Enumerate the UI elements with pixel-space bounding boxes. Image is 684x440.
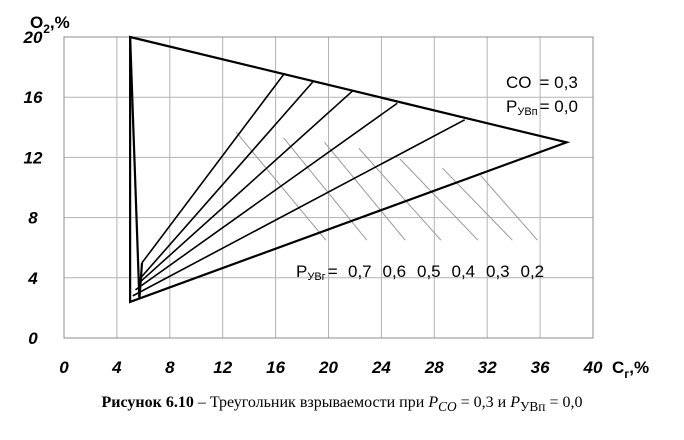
caption-p-n: P xyxy=(510,394,520,411)
x-tick-label: 28 xyxy=(424,358,444,377)
caption-and: и xyxy=(493,394,511,411)
y-tick-label: 20 xyxy=(23,28,43,47)
caption-p-n-value: = 0,0 xyxy=(545,394,583,411)
x-tick-label: 4 xyxy=(111,358,122,377)
ray-line xyxy=(140,81,314,279)
caption-p-co: P xyxy=(428,394,439,411)
chart: 0 4 8 12 16 20 24 28 32 36 40 0 4 8 12 16 20 O2,% Cг,% C… xyxy=(23,13,650,381)
caption-label: Рисунок 6.10 xyxy=(101,394,194,411)
outer-triangle xyxy=(129,35,571,304)
p-uvg-value: 0,5 xyxy=(417,262,441,281)
inert-line xyxy=(441,167,513,241)
x-tick-label: 40 xyxy=(583,358,603,377)
x-tick-label: 24 xyxy=(371,358,391,377)
p-uvg-value: 0,7 xyxy=(348,262,372,281)
inert-line xyxy=(358,148,442,241)
plot-border xyxy=(63,36,594,339)
caption-p-n-sub: УВп xyxy=(519,399,546,415)
ray-line xyxy=(134,102,398,291)
ray-line xyxy=(141,74,285,264)
inert-line xyxy=(283,137,368,241)
ray-line xyxy=(137,90,353,285)
y-tick-label: 12 xyxy=(24,148,43,167)
x-tick-label: 12 xyxy=(213,358,232,377)
inert-line xyxy=(399,158,479,241)
triangle-lines xyxy=(129,35,571,304)
inner-boundary xyxy=(129,36,144,299)
p-uvg-value: 0,4 xyxy=(452,262,476,281)
y-tick-label: 0 xyxy=(28,329,38,348)
x-tick-label: 36 xyxy=(531,358,550,377)
co-annotation: CO = 0,3 xyxy=(506,73,578,92)
p-uvg-annotation: PУВг = xyxy=(296,262,338,283)
thin-lines xyxy=(235,131,538,241)
inert-line xyxy=(324,142,406,241)
p-uvn-annotation: PУВп = 0,0 xyxy=(506,97,578,118)
caption-dash: – xyxy=(193,394,210,411)
y-tick-label: 4 xyxy=(27,269,38,288)
y-tick-label: 8 xyxy=(28,209,38,228)
x-tick-label: 8 xyxy=(165,358,175,377)
ray-line xyxy=(132,119,466,297)
x-tick-label: 0 xyxy=(59,358,69,377)
plot-frame xyxy=(63,36,594,339)
x-tick-label: 16 xyxy=(266,358,285,377)
p-uvg-value: 0,2 xyxy=(521,262,545,281)
caption-p-co-value: = 0,3 xyxy=(456,394,494,411)
p-uvg-values: 0,7 0,6 0,5 0,4 0,3 0,2 xyxy=(348,262,544,281)
x-tick-label: 20 xyxy=(318,358,338,377)
tick-labels: 0 4 8 12 16 20 24 28 32 36 40 0 4 8 12 16 20 xyxy=(23,28,603,377)
inert-line xyxy=(480,175,538,241)
p-uvg-value: 0,3 xyxy=(486,262,510,281)
figure-caption: Рисунок 6.10 – Треугольник взрываемости … xyxy=(0,394,684,415)
x-axis-title: Cг,% xyxy=(612,358,649,381)
caption-text: Треугольник взрываемости при xyxy=(209,394,429,411)
p-uvg-value: 0,6 xyxy=(383,262,407,281)
y-tick-label: 16 xyxy=(24,88,43,107)
caption-p-co-sub: CO xyxy=(438,399,457,415)
y-axis-title: O2,% xyxy=(30,13,70,36)
x-tick-label: 32 xyxy=(478,358,497,377)
